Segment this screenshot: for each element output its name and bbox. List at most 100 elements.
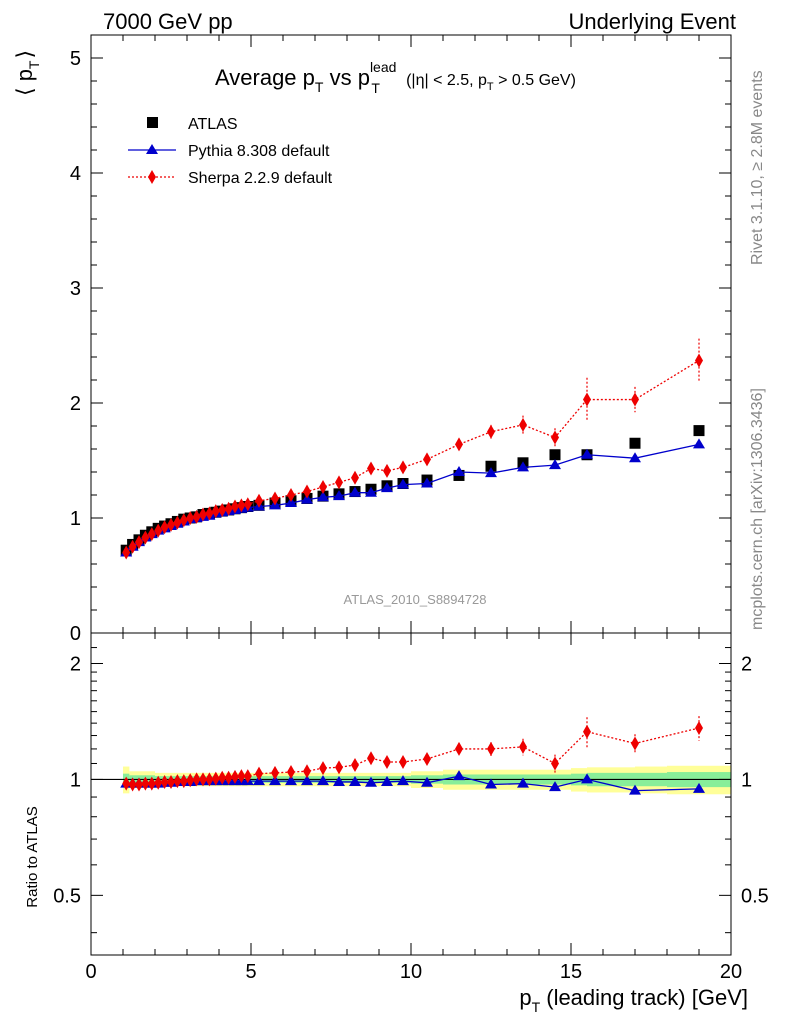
ratio-sherpa-point xyxy=(399,754,407,769)
main-atlas-point xyxy=(693,425,705,437)
ratio-sherpa-point xyxy=(367,751,375,766)
ratio-pythia-point xyxy=(349,775,361,786)
y-axis-label: ⟨ pT⟩ xyxy=(12,50,42,96)
main-atlas-point xyxy=(629,437,641,449)
ratio-sherpa-point xyxy=(147,776,156,791)
ratio-sherpa-point xyxy=(631,736,639,751)
y-label-open: ⟨ p xyxy=(12,69,37,96)
ratio-sherpa-point xyxy=(205,772,214,787)
main-sherpa-point xyxy=(367,461,375,476)
main-sherpa-point xyxy=(211,504,220,519)
main-pythia-point xyxy=(397,478,409,489)
main-frame xyxy=(90,34,732,634)
y-tick-label: 1 xyxy=(70,508,81,530)
main-sherpa-point xyxy=(147,527,156,542)
main-sherpa-point xyxy=(583,392,591,407)
ratio-pythia-point xyxy=(317,775,329,786)
ratio-pythia-point xyxy=(365,776,377,787)
ratio-pythia-point xyxy=(269,775,281,786)
ratio-sherpa-point xyxy=(154,775,163,790)
main-atlas-point xyxy=(485,460,497,472)
ratio-sherpa-point xyxy=(160,774,169,789)
ratio-sherpa-point xyxy=(695,720,703,735)
ratio-y-tick-label: 0.5 xyxy=(741,885,769,907)
ratio-sherpa-point xyxy=(423,751,431,766)
main-sherpa-point xyxy=(351,470,359,485)
main-pythia-point xyxy=(381,482,393,493)
main-sherpa-point xyxy=(192,509,201,524)
x-tick-label: 5 xyxy=(245,961,256,983)
ratio-sherpa-point xyxy=(211,771,220,786)
ratio-sherpa-point xyxy=(287,765,295,780)
main-sherpa-point xyxy=(199,507,207,522)
analysis-watermark: ATLAS_2010_S8894728 xyxy=(344,592,487,607)
ratio-sherpa-line xyxy=(126,727,700,786)
header-left: 7000 GeV pp xyxy=(103,9,233,34)
ratio-sherpa-point xyxy=(455,741,463,756)
ratio-sherpa-point xyxy=(173,774,182,789)
ratio-sherpa-point xyxy=(351,758,359,773)
title-lead-sup: lead xyxy=(370,59,396,75)
ratio-y-tick-label: 2 xyxy=(741,653,752,675)
main-pythia-point xyxy=(453,466,465,476)
main-sherpa-point xyxy=(423,452,431,467)
x-label-sub: T xyxy=(532,999,541,1015)
main-sherpa-point xyxy=(335,475,343,490)
ratio-pythia-point xyxy=(693,782,705,793)
svg-text:⟨ pT⟩: ⟨ pT⟩ xyxy=(12,50,42,96)
main-sherpa-point xyxy=(399,460,407,475)
ratio-pythia-point xyxy=(381,775,393,786)
y-tick-label: 3 xyxy=(70,278,81,300)
main-pythia-point xyxy=(349,486,361,497)
ratio-sherpa-point xyxy=(303,764,311,779)
ratio-sherpa-point xyxy=(519,739,527,754)
ratio-pythia-point xyxy=(301,775,313,786)
ratio-sherpa-point xyxy=(128,777,137,792)
main-sherpa-point xyxy=(173,515,182,530)
y-tick-label: 0 xyxy=(70,623,81,645)
title-cut-end: > 0.5 GeV) xyxy=(494,72,576,89)
main-sherpa-point xyxy=(255,493,263,508)
legend-label-atlas: ATLAS xyxy=(188,116,238,133)
main-sherpa-point xyxy=(455,437,463,452)
x-tick-label: 10 xyxy=(400,961,422,983)
main-pythia-point xyxy=(629,452,641,463)
ratio-y-tick-label: 1 xyxy=(70,769,81,791)
ratio-sherpa-point xyxy=(179,774,188,789)
main-sherpa-point xyxy=(154,523,163,538)
x-tick-label: 15 xyxy=(560,961,582,983)
title-main-sub: T xyxy=(315,79,324,95)
ratio-sherpa-point xyxy=(487,741,495,756)
y-label-sub: T xyxy=(26,60,42,69)
y-label-close: ⟩ xyxy=(12,50,37,59)
main-sherpa-point xyxy=(519,417,527,432)
main-sherpa-point xyxy=(487,424,495,439)
ratio-sherpa-point xyxy=(192,772,201,787)
ratio-pythia-point xyxy=(485,778,497,789)
y-tick-label: 2 xyxy=(70,393,81,415)
main-sherpa-point xyxy=(631,392,639,407)
main-pythia-point xyxy=(285,497,297,508)
main-sherpa-point xyxy=(167,517,175,532)
ratio-sherpa-point xyxy=(551,756,559,771)
main-sherpa-point xyxy=(224,501,233,516)
ratio-sherpa-point xyxy=(167,774,175,789)
main-sherpa-point xyxy=(186,511,195,525)
main-sherpa-point xyxy=(231,499,239,514)
ratio-pythia-point xyxy=(397,775,409,786)
ratio-sherpa-point xyxy=(335,760,343,775)
ratio-pythia-point xyxy=(629,784,641,795)
legend-marker-atlas xyxy=(147,117,158,128)
main-sherpa-point xyxy=(287,488,295,502)
x-tick-label: 0 xyxy=(85,961,96,983)
main-atlas-point xyxy=(549,449,561,461)
ratio-y-tick-label: 1 xyxy=(741,769,752,791)
main-pythia-point xyxy=(365,486,377,497)
ratio-sherpa-point xyxy=(243,769,252,784)
main-sherpa-point xyxy=(141,530,150,545)
main-pythia-line xyxy=(125,443,700,553)
main-pythia-point xyxy=(317,491,329,502)
ratio-sherpa-point xyxy=(231,769,239,784)
ratio-pythia-point xyxy=(517,777,529,788)
main-sherpa-point xyxy=(128,539,137,554)
